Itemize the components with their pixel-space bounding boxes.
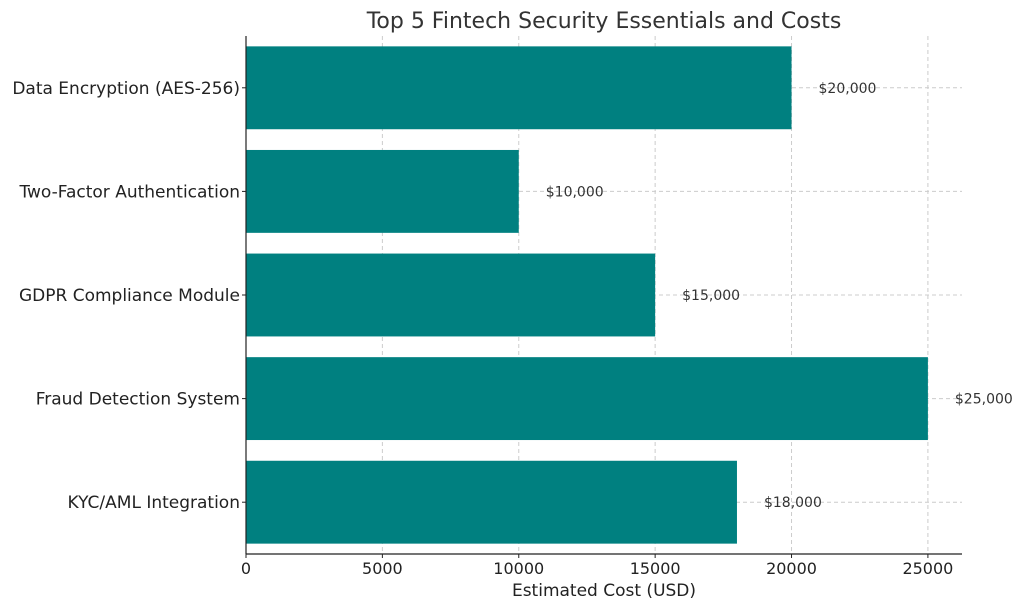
bars [246, 46, 928, 544]
y-tick-label: Fraud Detection System [36, 390, 240, 410]
x-axis-label: Estimated Cost (USD) [512, 581, 696, 601]
x-tick-label: 0 [241, 559, 251, 578]
y-tick-label: Two-Factor Authentication [18, 182, 240, 202]
x-axis: 0 5000 10000 15000 20000 25000 [241, 553, 962, 578]
y-tick-label: KYC/AML Integration [68, 493, 240, 513]
bar [246, 253, 656, 337]
bar-value-label: $10,000 [546, 184, 604, 200]
x-tick-label: 15000 [630, 559, 681, 578]
bar [246, 357, 928, 441]
bar [246, 460, 737, 544]
x-tick-label: 20000 [766, 559, 817, 578]
x-tick-label: 10000 [493, 559, 544, 578]
data-labels: $20,000 $10,000 $15,000 $25,000 $18,000 [546, 81, 1013, 511]
chart-title: Top 5 Fintech Security Essentials and Co… [366, 9, 842, 34]
bar [246, 46, 792, 130]
x-tick-label: 5000 [362, 559, 403, 578]
y-axis: Data Encryption (AES-256) Two-Factor Auth… [12, 36, 247, 554]
y-tick-label: GDPR Compliance Module [19, 286, 240, 306]
bar-value-label: $18,000 [764, 495, 822, 511]
y-tick-label: Data Encryption (AES-256) [12, 79, 240, 99]
bar-value-label: $25,000 [955, 392, 1013, 408]
bar-value-label: $20,000 [819, 81, 877, 97]
bar-value-label: $15,000 [682, 288, 740, 304]
x-tick-label: 25000 [902, 559, 953, 578]
bar [246, 149, 519, 233]
